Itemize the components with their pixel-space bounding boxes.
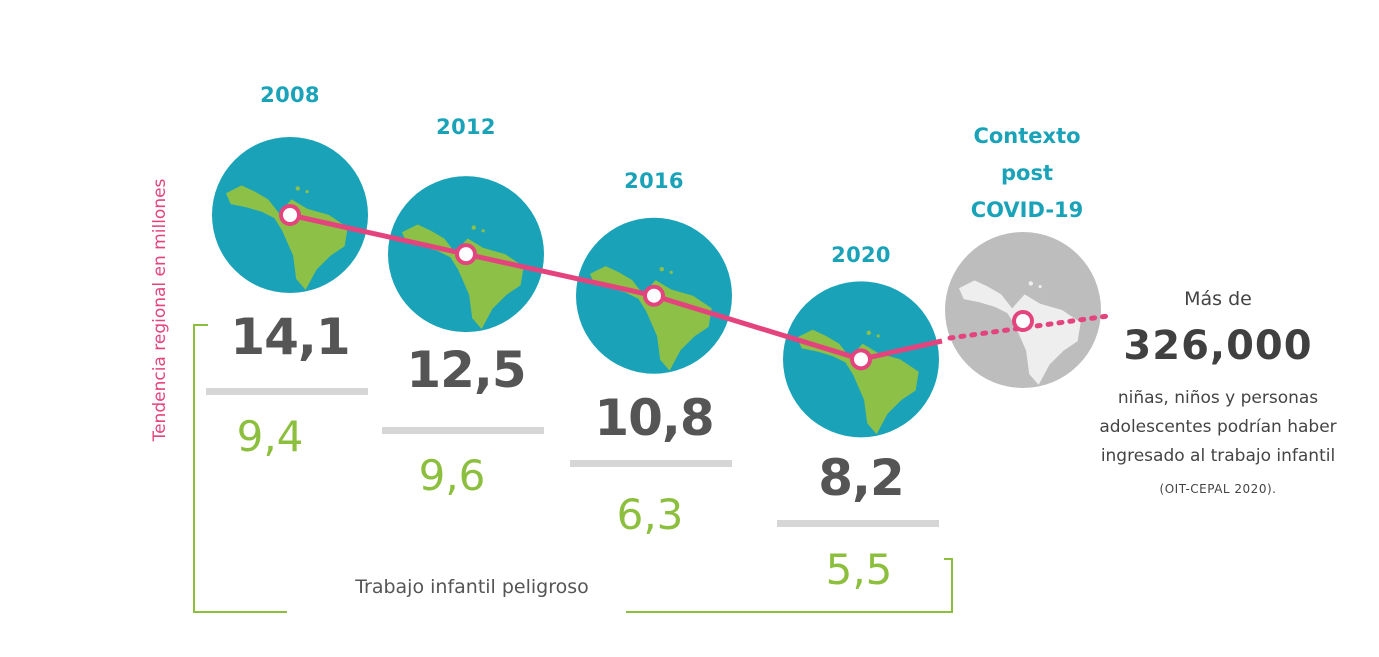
separator-bar — [570, 460, 732, 467]
island-dot — [295, 186, 300, 191]
island-dot — [1028, 281, 1034, 286]
source-note: (OIT-CEPAL 2020). — [1159, 482, 1277, 496]
point-marker-2020 — [850, 348, 872, 371]
year-label: 2008 — [260, 83, 320, 107]
side-note-line: adolescentes podrían haber — [1099, 417, 1337, 437]
projection-marker — [1012, 310, 1034, 332]
total-value-label: 14,1 — [230, 308, 350, 366]
year-label: 2012 — [436, 115, 496, 139]
side-note-value: 326,000 — [1123, 323, 1313, 369]
hazard-value-label: 9,6 — [418, 451, 486, 500]
trend-line — [289, 212, 862, 362]
year-label: 2016 — [624, 169, 684, 193]
island-dot — [305, 190, 309, 194]
separator-bar — [206, 388, 368, 395]
hazard-value-label: 9,4 — [236, 412, 304, 461]
total-value-label: 12,5 — [406, 341, 526, 399]
continent-shape — [590, 266, 712, 371]
continent-shape — [402, 224, 524, 329]
projection-title-line: COVID-19 — [970, 198, 1084, 222]
bracket-right — [626, 558, 953, 613]
projection-title-line: post — [1001, 161, 1053, 185]
continent-shape — [959, 280, 1081, 385]
total-value-label: 8,2 — [818, 449, 905, 507]
island-dot — [876, 334, 880, 338]
projection-title-line: Contexto — [973, 124, 1081, 148]
point-marker-2012 — [455, 243, 477, 266]
island-dot — [481, 229, 485, 233]
continent-shape — [797, 329, 919, 435]
trend-link — [860, 338, 943, 362]
side-note-line: ingresado al trabajo infantil — [1100, 446, 1336, 466]
continent-shape — [226, 185, 348, 290]
y-axis-label: Tendencia regional en millones — [150, 178, 170, 442]
separator-bar — [382, 427, 544, 434]
point-marker-2016 — [643, 284, 665, 307]
island-dot — [1038, 285, 1042, 289]
bracket-left — [193, 324, 287, 613]
hazard-series-label: Trabajo infantil peligroso — [355, 576, 589, 598]
hazard-value-label: 6,3 — [616, 490, 684, 539]
island-dot — [669, 270, 673, 274]
side-note-line: niñas, niños y personas — [1117, 388, 1319, 408]
side-note-prefix: Más de — [1184, 288, 1252, 310]
side-note-description: niñas, niños y personas adolescentes pod… — [1099, 384, 1336, 471]
projection-title: Contexto post COVID-19 — [917, 118, 1137, 229]
island-dot — [471, 225, 476, 230]
separator-bar — [777, 520, 939, 527]
island-dot — [659, 266, 664, 272]
point-marker-2008 — [279, 204, 301, 226]
total-value-label: 10,8 — [594, 389, 714, 447]
island-dot — [866, 330, 871, 335]
year-label: 2020 — [831, 243, 891, 267]
hazard-value-label: 5,5 — [825, 545, 893, 594]
